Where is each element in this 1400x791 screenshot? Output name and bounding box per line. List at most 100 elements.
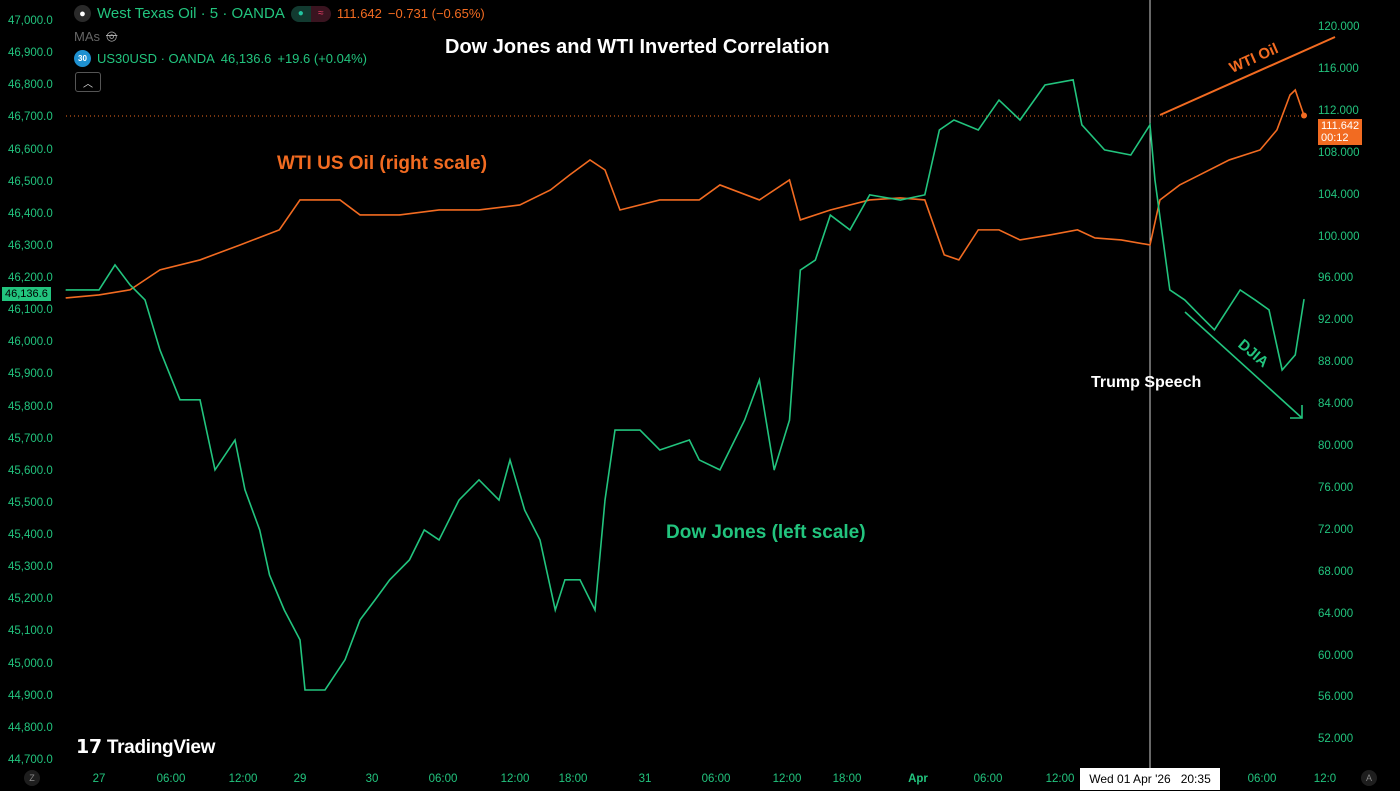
time-axis-tick: 30 [365, 773, 379, 785]
oil-series-line [65, 88, 1305, 299]
mas-legend[interactable]: MAs ◎ [74, 28, 117, 44]
dow-data-point [244, 489, 246, 491]
dow-data-point [977, 129, 979, 131]
chevron-up-icon[interactable]: ︿ [75, 72, 101, 92]
time-axis-tick: 06:00 [701, 773, 731, 785]
dow-data-point [98, 289, 100, 291]
main-symbol-name: West Texas Oil · 5 · OANDA [97, 5, 285, 22]
oil-data-point [339, 199, 341, 201]
dow-data-point [144, 299, 146, 301]
dow-data-point [1044, 84, 1046, 86]
dow-data-point [129, 284, 131, 286]
market-open-dot-icon: ● [290, 5, 311, 22]
left-axis-tick: 44,700.0 [8, 753, 53, 766]
dow-price-tag: 46,136.6 [2, 287, 51, 301]
main-symbol-legend[interactable]: ● West Texas Oil · 5 · OANDA ● ≈ 111.642… [74, 5, 485, 22]
dow-data-point [688, 439, 690, 441]
oil-data-point [619, 209, 621, 211]
oil-data-point [1076, 229, 1079, 231]
dow-data-point [458, 499, 460, 501]
status-pill[interactable]: ● ≈ [290, 5, 331, 22]
oil-data-point [359, 214, 361, 216]
tradingview-logo[interactable]: 𝟭𝟳 TradingView [76, 737, 216, 758]
dow-data-point [374, 599, 376, 601]
dow-data-point [408, 559, 411, 561]
left-axis-tick: 45,500.0 [8, 496, 53, 509]
dow-data-point [509, 459, 511, 461]
oil-data-point [998, 229, 1000, 231]
left-axis-tick: 46,100.0 [8, 304, 53, 317]
left-axis-tick: 45,000.0 [8, 657, 53, 670]
time-axis-tick: 12:00 [228, 773, 258, 785]
dow-data-point [1149, 124, 1151, 126]
second-symbol-legend[interactable]: 30 US30USD · OANDA 46,136.6 +19.6 (+0.04… [74, 50, 367, 67]
dow-data-point [1019, 119, 1021, 121]
oil-data-point [1259, 149, 1261, 151]
oil-data-point [1289, 94, 1291, 96]
oil-data-point [788, 179, 791, 181]
second-change: +19.6 (+0.04%) [277, 51, 367, 66]
oil-data-point [829, 209, 831, 211]
oil-data-point [1094, 237, 1096, 239]
oil-data-point [98, 294, 100, 296]
oil-data-point [659, 199, 661, 201]
oil-data-point [589, 159, 591, 161]
oil-data-point [604, 169, 606, 171]
time-axis-tick: 27 [92, 773, 106, 785]
us30-badge-icon: 30 [74, 50, 91, 67]
oil-data-point [549, 189, 552, 191]
dow-data-point [389, 579, 391, 581]
event-annotation: Trump Speech [1091, 374, 1202, 391]
oil-drop-icon: ● [74, 5, 91, 22]
zoom-reset-button[interactable]: Z [24, 770, 40, 786]
dow-data-point [539, 539, 541, 541]
right-axis-tick: 68.000 [1318, 565, 1354, 578]
left-axis-tick: 46,200.0 [8, 272, 53, 285]
left-axis-tick: 46,000.0 [8, 336, 53, 349]
dow-data-point [1072, 79, 1074, 81]
dow-data-point [283, 609, 285, 611]
left-axis-tick: 44,800.0 [8, 721, 53, 734]
dow-data-point [1303, 298, 1305, 301]
dow-data-point [159, 349, 161, 351]
oil-price-tag: 111.642 00:12 [1318, 119, 1363, 145]
oil-data-point [299, 199, 301, 201]
dow-data-point [299, 639, 301, 641]
time-axis-tick: 12:00 [500, 773, 530, 785]
time-axis-tick: 18:00 [832, 773, 862, 785]
dow-data-point [1294, 354, 1296, 356]
oil-data-point [698, 199, 700, 201]
dow-data-point [259, 529, 261, 531]
dow-data-point [758, 379, 760, 381]
oil-data-point [1120, 239, 1122, 241]
oil-data-point [1303, 114, 1305, 117]
right-axis-tick: 76.000 [1318, 481, 1354, 494]
oil-data-point [899, 197, 901, 199]
dow-data-point [268, 574, 271, 576]
left-axis-tick: 46,300.0 [8, 239, 53, 252]
dow-data-point [1213, 329, 1216, 331]
dow-data-point [719, 469, 721, 471]
oil-data-point [478, 209, 480, 211]
oil-data-point [129, 289, 131, 291]
right-axis-tick: 108.000 [1318, 146, 1360, 159]
oil-data-point [924, 199, 926, 201]
right-axis-tick: 112.000 [1318, 104, 1359, 117]
left-axis-tick: 44,900.0 [8, 689, 53, 702]
dow-data-point [1254, 299, 1256, 301]
dow-data-point [359, 619, 361, 621]
dow-data-point [234, 439, 236, 441]
oil-data-point [1149, 244, 1151, 246]
dow-data-point [1169, 289, 1171, 291]
oil-data-point [1276, 129, 1278, 131]
eye-off-icon[interactable]: ◎ [106, 28, 118, 43]
auto-scale-button[interactable]: A [1361, 770, 1377, 786]
dow-data-point [1184, 299, 1186, 301]
left-axis-tick: 46,800.0 [8, 79, 53, 92]
left-axis-tick: 45,300.0 [8, 561, 53, 574]
wave-icon: ≈ [310, 5, 331, 22]
right-axis-tick: 92.000 [1318, 314, 1354, 327]
dow-data-point [614, 429, 616, 431]
dow-data-point [953, 119, 955, 121]
